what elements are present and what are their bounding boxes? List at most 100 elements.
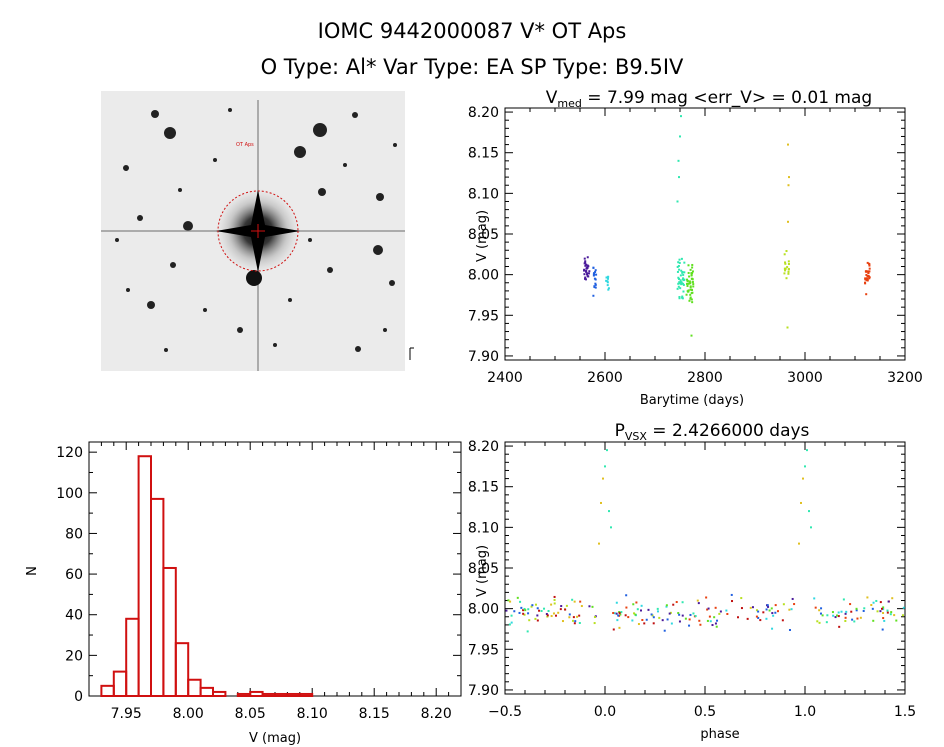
finder-chart: OT Aps [101, 91, 414, 371]
light-curve-ytick-label: 7.90 [468, 349, 499, 365]
phased-eclipse-point [598, 542, 600, 545]
histogram-bar [137, 455, 153, 697]
light-curve-point [607, 275, 610, 278]
phased-point [516, 596, 519, 599]
histogram-bar [236, 692, 252, 698]
phased-eclipse-point [602, 477, 604, 480]
phased-point [776, 610, 779, 613]
light-curve-point [784, 262, 787, 265]
phased-point [711, 624, 714, 627]
phased-point [568, 613, 571, 616]
phased-point [856, 617, 859, 620]
phased-point [612, 628, 615, 631]
light-curve-point [691, 291, 694, 294]
phased-xtick-label: 0.0 [594, 704, 616, 720]
light-curve-point [593, 285, 596, 288]
phased-point [627, 616, 630, 619]
phased-point [714, 622, 717, 625]
light-curve-point [677, 261, 680, 264]
phased-point [656, 607, 659, 610]
light-curve-point [787, 260, 790, 263]
light-curve-point [866, 261, 869, 264]
light-curve-point [787, 268, 790, 271]
phased-point [875, 599, 878, 602]
histogram-xtick-label: 8.05 [235, 706, 266, 722]
phased-point [665, 604, 668, 607]
phased-point [678, 613, 681, 616]
phased-point [782, 603, 785, 606]
phased-point [505, 609, 508, 612]
phased-point [588, 605, 591, 608]
phased-point [538, 609, 541, 612]
phased-point [625, 594, 628, 597]
light-curve-xtick-label: 3200 [887, 370, 923, 386]
phased-point [793, 603, 796, 606]
phased-point [694, 615, 697, 618]
field-star [376, 193, 384, 201]
light-curve-point [587, 272, 590, 275]
phased-point [681, 601, 684, 604]
phased-title: PVSX = 2.4266000 days [615, 421, 810, 443]
histogram-bar [125, 617, 140, 697]
histogram-bar [274, 692, 289, 698]
phased-point [559, 608, 562, 611]
phased-point [851, 618, 854, 621]
light-curve-ytick-label: 8.20 [468, 105, 499, 121]
finder-target-label: OT Aps [236, 142, 254, 148]
light-curve-point [585, 269, 588, 272]
light-curve-ytick-label: 8.05 [468, 227, 499, 243]
phased-ytick-label: 8.10 [468, 520, 499, 536]
light-curve-frame [504, 107, 906, 361]
light-curve-point [692, 283, 695, 286]
phased-point [540, 610, 543, 613]
phased-point [880, 607, 883, 610]
phased-point [879, 601, 882, 604]
light-curve-point [594, 283, 597, 286]
phased-point [617, 614, 620, 617]
neighbor-star [246, 270, 262, 286]
phased-point [593, 616, 596, 619]
phased-point [573, 622, 576, 625]
phased-point [647, 608, 650, 611]
histogram-ytick-label: 0 [74, 689, 83, 705]
phased-point [560, 605, 563, 608]
histogram-ylabel: N [25, 566, 40, 576]
phased-point [844, 616, 847, 619]
phased-point [872, 601, 875, 604]
phased-point [688, 624, 691, 627]
phased-point [774, 611, 777, 614]
field-star [183, 221, 193, 231]
histogram-xtick-label: 8.00 [173, 706, 204, 722]
phased-point [565, 604, 568, 607]
light-curve-point [787, 272, 790, 275]
phased-point [719, 610, 722, 613]
light-curve-point [868, 264, 871, 267]
phased-point [855, 607, 858, 610]
field-star [178, 188, 182, 192]
phased-point [641, 618, 644, 621]
light-curve-outlier [786, 326, 789, 329]
phased-ytick-label: 8.05 [468, 561, 499, 577]
phased-point [536, 619, 539, 622]
histogram-ytick-label: 120 [56, 445, 83, 461]
phased-point [840, 610, 843, 613]
light-curve-outlier [690, 334, 693, 337]
phased-point [772, 614, 775, 617]
light-curve-point [678, 268, 681, 271]
phased-point [882, 606, 885, 609]
phased-point [571, 598, 574, 601]
phased-ytick-label: 7.90 [468, 683, 499, 699]
phased-point [677, 612, 680, 615]
field-star [383, 328, 387, 332]
phased-point [632, 603, 635, 606]
phased-point [510, 621, 513, 624]
phased-point [716, 619, 719, 622]
light-curve-point [583, 257, 586, 260]
light-curve-point [585, 267, 588, 270]
phased-ytick-label: 7.95 [468, 642, 499, 658]
phased-eclipse-point [600, 501, 602, 504]
phased-point [788, 628, 791, 631]
light-curve-point [594, 270, 597, 273]
light-curve-point [681, 278, 684, 281]
